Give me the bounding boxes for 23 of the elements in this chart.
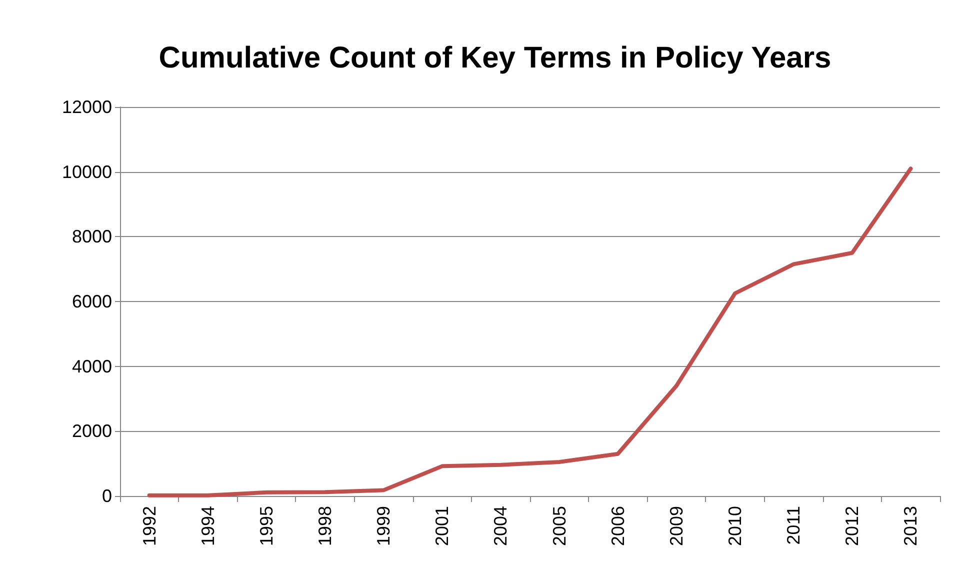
y-tick-label: 4000 xyxy=(72,356,112,376)
x-tick-label: 2009 xyxy=(666,506,686,546)
chart-title: Cumulative Count of Key Terms in Policy Years xyxy=(158,42,832,74)
y-tick-label: 0 xyxy=(102,486,112,506)
x-tick-label: 1994 xyxy=(198,506,218,546)
y-tick-label: 2000 xyxy=(72,421,112,442)
y-tick-label: 10000 xyxy=(62,162,112,182)
x-tick-label: 2004 xyxy=(490,506,511,546)
y-tick-label: 12000 xyxy=(62,97,112,117)
x-tick-label: 2011 xyxy=(784,506,804,545)
x-tick-label: 2005 xyxy=(549,506,570,546)
x-tick-label: 1992 xyxy=(139,506,160,546)
x-tick-label: 1999 xyxy=(374,506,394,546)
x-tick-label: 2006 xyxy=(608,506,628,546)
x-tick-label: 2012 xyxy=(842,506,862,546)
x-tick-label: 2001 xyxy=(432,506,452,546)
x-tick-label: 2013 xyxy=(900,506,921,546)
y-tick-label: 8000 xyxy=(72,226,112,247)
x-tick-label: 2010 xyxy=(725,506,745,546)
y-tick-label: 6000 xyxy=(72,292,112,312)
line-series xyxy=(147,166,913,498)
x-tick-label: 1998 xyxy=(315,506,335,546)
x-tick-label: 1995 xyxy=(256,506,276,546)
